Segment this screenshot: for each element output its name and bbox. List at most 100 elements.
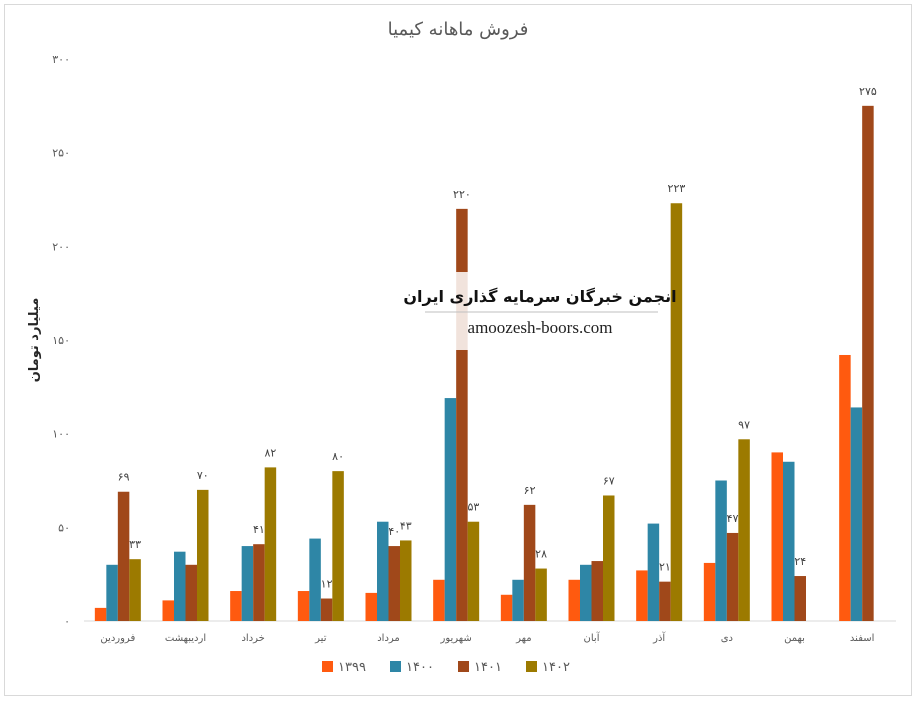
x-tick-label: اسفند bbox=[850, 633, 874, 644]
y-tick-label: ۵۰ bbox=[58, 521, 70, 534]
legend-label: ۱۴۰۰ bbox=[406, 660, 434, 675]
bar bbox=[297, 591, 310, 621]
x-tick-label: آبان bbox=[584, 631, 601, 644]
y-axis-ticks: ۰ ۵۰ ۱۰۰ ۱۵۰ ۲۰۰ ۲۵۰ ۳۰۰ bbox=[52, 53, 70, 628]
legend-swatch bbox=[526, 661, 537, 672]
data-label: ۱۲ bbox=[321, 578, 333, 591]
bar bbox=[197, 489, 209, 621]
bar bbox=[174, 551, 186, 621]
bar bbox=[703, 562, 716, 621]
data-label: ۲۲۳ bbox=[668, 182, 686, 195]
bar bbox=[253, 544, 265, 621]
chart-title: فروش ماهانه کیمیا bbox=[388, 19, 529, 40]
x-tick-label: دی bbox=[721, 633, 733, 644]
x-tick-label: خرداد bbox=[241, 633, 264, 644]
y-axis-label: میلیارد تومان bbox=[27, 298, 42, 383]
data-label: ۲۱ bbox=[659, 561, 671, 574]
bar bbox=[771, 452, 783, 621]
bar bbox=[715, 480, 727, 621]
x-tick-label: مهر bbox=[515, 633, 531, 644]
data-label: ۴۷ bbox=[727, 512, 739, 525]
data-label: ۸۲ bbox=[265, 446, 277, 459]
bar bbox=[309, 538, 321, 621]
bar bbox=[241, 546, 254, 621]
legend-label: ۱۳۹۹ bbox=[338, 660, 366, 675]
data-label: ۹۷ bbox=[738, 418, 750, 431]
bar bbox=[444, 398, 457, 621]
y-tick-label: ۱۵۰ bbox=[52, 334, 70, 347]
bar bbox=[94, 607, 107, 621]
x-tick-label: آذر bbox=[652, 631, 666, 644]
data-labels-group: ۶۹ ۳۳ ۷۰ ۴۱ ۸۲ ۱۲ ۸۰ ۴۰ ۴۳ ۲۲۰ ۵۳ ۶۲ ۲۸ ۶۷ ۲۱ ۲۲۳ ۴۷ ۹۷ ۲۴… bbox=[118, 85, 877, 591]
y-tick-label: ۲۵۰ bbox=[52, 147, 70, 160]
bar bbox=[670, 203, 683, 621]
bar bbox=[580, 564, 592, 621]
bar bbox=[117, 491, 130, 621]
data-label: ۲۲۰ bbox=[453, 188, 471, 201]
bar bbox=[738, 439, 750, 621]
bar bbox=[377, 521, 389, 621]
legend-swatch bbox=[458, 661, 469, 672]
bar bbox=[726, 532, 739, 621]
x-tick-label: بهمن bbox=[784, 633, 805, 644]
bar bbox=[320, 598, 333, 621]
y-tick-label: ۰ bbox=[64, 615, 70, 628]
data-label: ۴۰ bbox=[388, 525, 400, 538]
x-tick-label: اردیبهشت bbox=[165, 633, 206, 644]
y-tick-label: ۱۰۰ bbox=[52, 428, 70, 441]
data-label: ۷۰ bbox=[197, 469, 209, 482]
bar bbox=[467, 521, 480, 621]
legend-label: ۱۴۰۱ bbox=[474, 660, 502, 675]
data-label: ۴۳ bbox=[400, 519, 412, 532]
legend-swatch bbox=[390, 661, 401, 672]
data-label: ۲۸ bbox=[535, 548, 547, 561]
bar bbox=[129, 559, 141, 621]
bar bbox=[512, 579, 524, 621]
bar bbox=[230, 591, 242, 621]
data-label: ۶۲ bbox=[524, 484, 536, 497]
bar bbox=[106, 564, 118, 621]
bar bbox=[603, 495, 615, 621]
x-tick-label: شهریور bbox=[440, 633, 472, 644]
bar bbox=[264, 467, 277, 621]
legend-swatch bbox=[322, 661, 333, 672]
bar bbox=[433, 579, 445, 621]
watermark-background bbox=[415, 272, 665, 350]
bar bbox=[839, 354, 851, 621]
data-label: ۳۳ bbox=[129, 538, 141, 551]
watermark-title: انجمن خبرگان سرمایه گذاری ایران bbox=[403, 287, 676, 306]
bar bbox=[659, 581, 671, 621]
bar bbox=[850, 407, 863, 621]
data-label: ۸۰ bbox=[332, 450, 344, 463]
bar bbox=[185, 564, 197, 621]
bar bbox=[388, 546, 400, 621]
bar bbox=[591, 561, 603, 621]
x-tick-label: فروردین bbox=[100, 633, 135, 644]
data-label: ۲۴ bbox=[794, 555, 806, 568]
watermark-url: amoozesh-boors.com bbox=[468, 318, 613, 337]
data-label: ۲۷۵ bbox=[859, 85, 877, 98]
data-label: ۵۳ bbox=[468, 501, 480, 514]
legend: ۱۳۹۹ ۱۴۰۰ ۱۴۰۱ ۱۴۰۲ bbox=[322, 660, 570, 675]
y-tick-label: ۳۰۰ bbox=[52, 53, 70, 66]
bar bbox=[647, 523, 660, 621]
data-label: ۶۷ bbox=[603, 474, 615, 487]
bar bbox=[535, 568, 547, 621]
x-tick-label: مرداد bbox=[377, 633, 400, 644]
y-tick-label: ۲۰۰ bbox=[52, 240, 70, 253]
bar bbox=[783, 461, 795, 621]
bar bbox=[162, 600, 174, 621]
bar bbox=[794, 576, 806, 621]
bar bbox=[400, 540, 412, 621]
bar bbox=[332, 471, 344, 621]
data-label: ۶۹ bbox=[118, 471, 130, 484]
x-tick-label: تیر bbox=[314, 633, 327, 644]
bars-group bbox=[94, 105, 874, 622]
bar bbox=[568, 579, 580, 621]
bar bbox=[862, 105, 874, 622]
bar bbox=[636, 570, 648, 621]
data-label: ۴۱ bbox=[253, 523, 265, 536]
legend-label: ۱۴۰۲ bbox=[542, 660, 570, 675]
bar bbox=[523, 504, 536, 621]
